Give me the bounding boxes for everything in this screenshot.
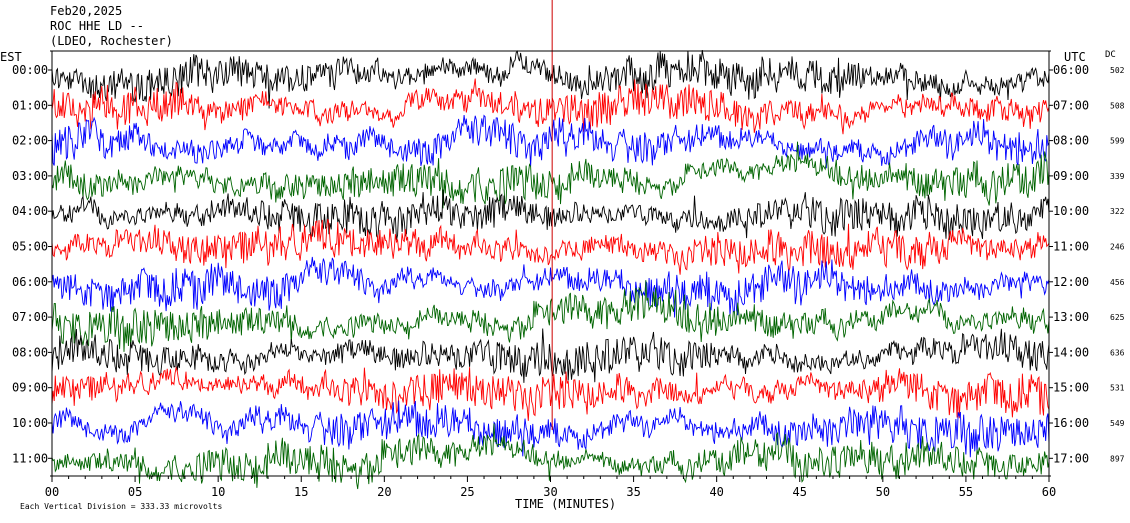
right-hour-label: 11:00 <box>1053 240 1089 254</box>
trace-0000 <box>51 50 1050 109</box>
x-tick-label: 05 <box>128 485 142 499</box>
x-tick-label: 20 <box>377 485 391 499</box>
x-tick-label: 45 <box>793 485 807 499</box>
trace-0700 <box>51 280 1050 352</box>
header-date: Feb20,2025 <box>50 4 122 18</box>
header-station: ROC HHE LD -- <box>50 19 144 33</box>
right-hour-label: 16:00 <box>1053 416 1089 430</box>
dc-value-label: 636 <box>1110 348 1125 357</box>
right-hour-label: 10:00 <box>1053 204 1089 218</box>
right-hour-label: 14:00 <box>1053 345 1089 359</box>
x-tick-label: 35 <box>626 485 640 499</box>
right-hour-label: 17:00 <box>1053 451 1089 465</box>
trace-0600 <box>51 256 1050 318</box>
trace-0100 <box>51 78 1050 135</box>
left-hour-label: 08:00 <box>12 345 48 359</box>
dc-value-label: 897 <box>1110 454 1125 463</box>
left-hour-label: 02:00 <box>12 134 48 148</box>
dc-value-label: 339 <box>1110 172 1125 181</box>
left-hour-label: 03:00 <box>12 169 48 183</box>
trace-1000 <box>51 400 1050 458</box>
left-timezone-label: EST <box>0 50 22 64</box>
dc-value-label: 599 <box>1110 137 1125 146</box>
left-hour-label: 07:00 <box>12 310 48 324</box>
left-hour-label: 05:00 <box>12 240 48 254</box>
x-tick-label: 15 <box>294 485 308 499</box>
left-hour-label: 01:00 <box>12 98 48 112</box>
left-hour-label: 10:00 <box>12 416 48 430</box>
left-hour-label: 04:00 <box>12 204 48 218</box>
dc-value-label: 322 <box>1110 207 1125 216</box>
right-hour-label: 15:00 <box>1053 381 1089 395</box>
right-hour-label: 08:00 <box>1053 134 1089 148</box>
dc-column-header: DC <box>1105 50 1116 60</box>
right-hour-label: 06:00 <box>1053 63 1089 77</box>
right-hour-label: 13:00 <box>1053 310 1089 324</box>
trace-1100 <box>51 423 1050 490</box>
x-tick-label: 40 <box>709 485 723 499</box>
footer-scale-note: Each Vertical Division = 333.33 microvol… <box>20 502 222 511</box>
right-hour-label: 09:00 <box>1053 169 1089 183</box>
trace-0200 <box>51 114 1050 169</box>
x-tick-label: 10 <box>211 485 225 499</box>
x-tick-label: 60 <box>1042 485 1056 499</box>
trace-0500 <box>51 218 1050 275</box>
left-hour-label: 11:00 <box>12 451 48 465</box>
axis-labels: Feb20,2025 ROC HHE LD -- (LDEO, Rocheste… <box>0 4 1125 511</box>
trace-0300 <box>51 141 1050 209</box>
x-tick-label: 50 <box>876 485 890 499</box>
x-tick-label: 30 <box>543 485 557 499</box>
dc-value-label: 625 <box>1110 313 1125 322</box>
x-tick-label: 25 <box>460 485 474 499</box>
right-timezone-label: UTC <box>1064 50 1086 64</box>
dc-value-label: 549 <box>1110 419 1125 428</box>
header-network: (LDEO, Rochester) <box>50 34 173 48</box>
dc-value-label: 531 <box>1110 384 1125 393</box>
dc-value-label: 508 <box>1110 101 1125 110</box>
right-hour-label: 07:00 <box>1053 98 1089 112</box>
x-tick-label: 00 <box>45 485 59 499</box>
right-hour-label: 12:00 <box>1053 275 1089 289</box>
left-hour-label: 09:00 <box>12 381 48 395</box>
x-axis-label: TIME (MINUTES) <box>515 497 616 511</box>
plot-frame <box>48 50 1053 482</box>
left-hour-label: 06:00 <box>12 275 48 289</box>
dc-value-label: 502 <box>1110 66 1125 75</box>
dc-value-label: 246 <box>1110 243 1125 252</box>
seismic-traces <box>51 0 1050 490</box>
trace-0400 <box>51 189 1050 241</box>
trace-0900 <box>51 366 1050 421</box>
dc-value-label: 456 <box>1110 278 1125 287</box>
trace-0800 <box>51 328 1050 383</box>
left-hour-label: 00:00 <box>12 63 48 77</box>
x-tick-label: 55 <box>959 485 973 499</box>
